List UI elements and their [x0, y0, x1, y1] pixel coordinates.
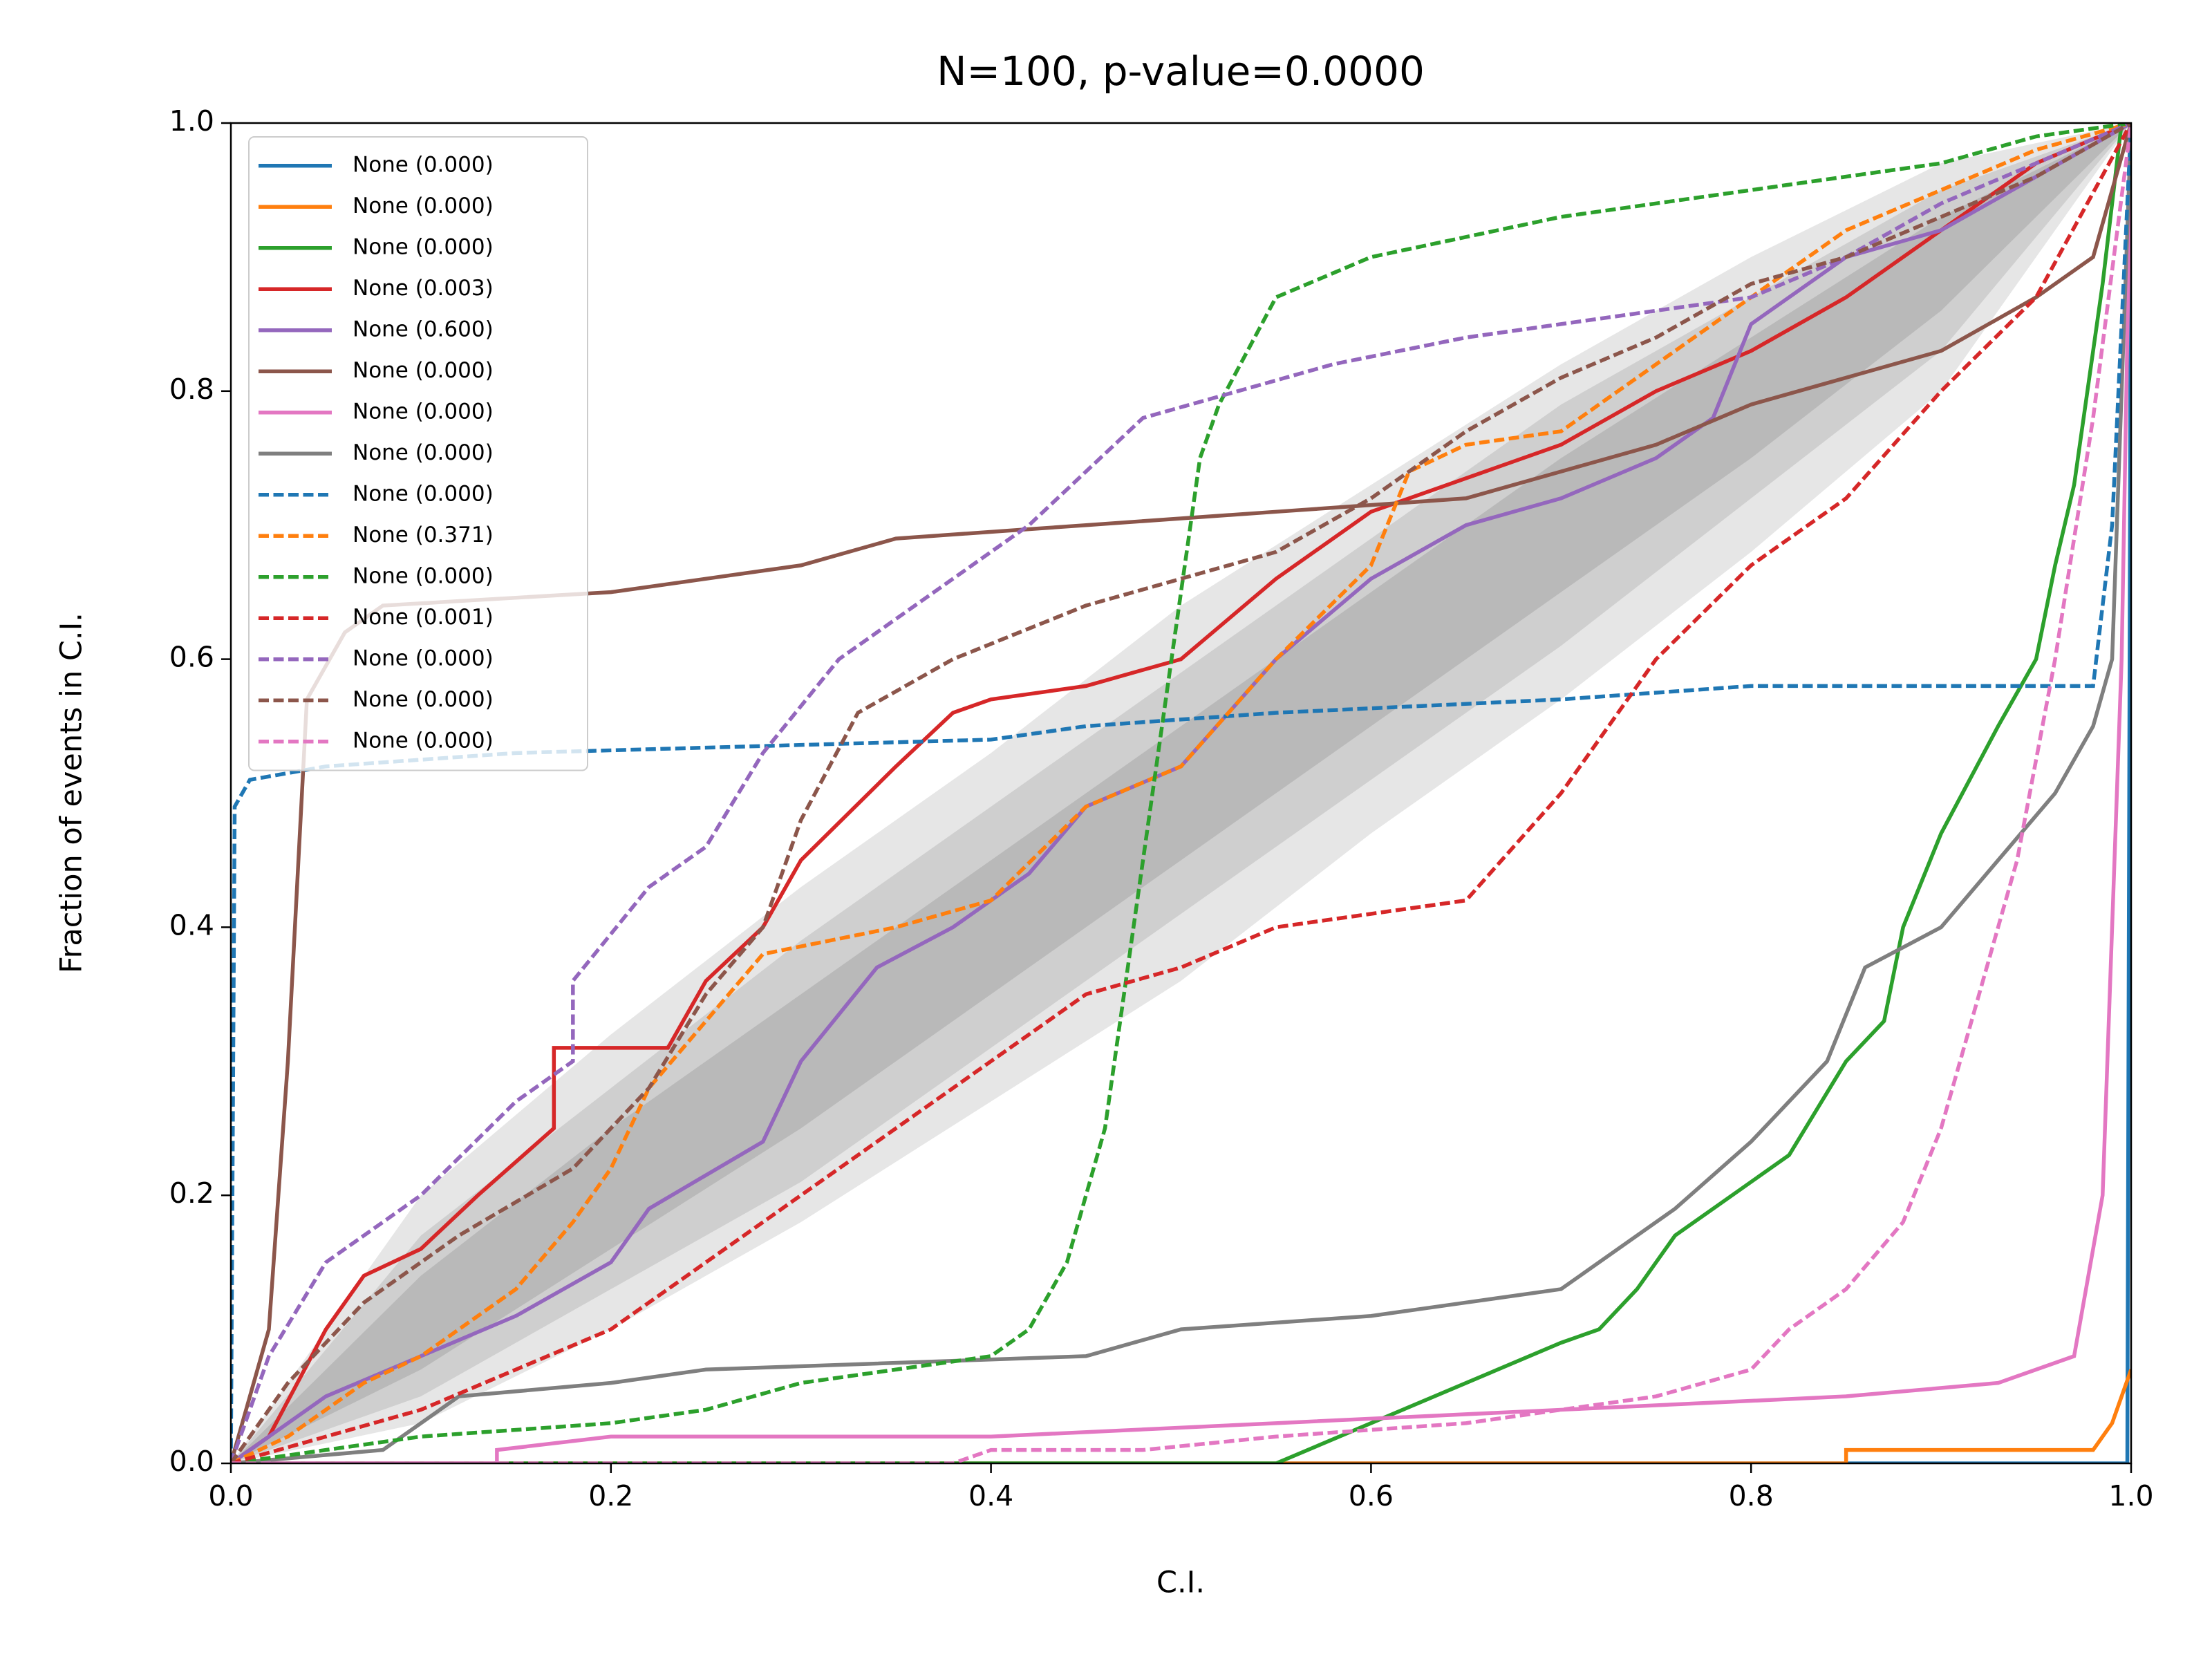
series-line — [231, 123, 2124, 1463]
legend-label: None (0.001) — [353, 605, 494, 630]
legend-label: None (0.000) — [353, 152, 494, 177]
x-tick-label: 0.2 — [588, 1479, 633, 1512]
legend-label: None (0.000) — [353, 728, 494, 753]
series-line — [231, 123, 2131, 1463]
y-axis-label: Fraction of events in C.I. — [55, 612, 89, 973]
y-tick-label: 0.2 — [169, 1177, 214, 1210]
x-tick-label: 0.6 — [1349, 1479, 1394, 1512]
series-line — [231, 123, 2131, 1463]
y-tick-label: 0.6 — [169, 641, 214, 674]
legend-label: None (0.000) — [353, 194, 494, 218]
y-tick-label: 0.0 — [169, 1445, 214, 1478]
legend-label: None (0.000) — [353, 440, 494, 465]
y-tick-label: 0.8 — [169, 373, 214, 406]
series-line — [231, 123, 2131, 1463]
chart-title: N=100, p-value=0.0000 — [937, 48, 1425, 95]
y-tick-label: 1.0 — [169, 104, 214, 138]
legend-box — [248, 136, 588, 771]
legend-label: None (0.003) — [353, 276, 494, 301]
legend-label: None (0.371) — [353, 523, 494, 547]
x-tick-label: 1.0 — [2108, 1479, 2153, 1512]
series-line — [231, 123, 2131, 1463]
legend: None (0.000) None (0.000) None (0.000) None… — [248, 136, 588, 771]
plot-area — [231, 123, 2131, 1463]
series-line — [231, 123, 2131, 1463]
legend-label: None (0.000) — [353, 646, 494, 671]
series-line — [231, 123, 2131, 1463]
series-line — [231, 123, 2131, 1463]
legend-label: None (0.000) — [353, 234, 494, 259]
axes-frame — [229, 122, 2133, 1465]
x-axis-label: C.I. — [1156, 1566, 1205, 1600]
series-line — [231, 123, 2131, 1463]
y-tick-label: 0.4 — [169, 908, 214, 941]
x-tick-label: 0.8 — [1729, 1479, 1774, 1512]
legend-label: None (0.000) — [353, 481, 494, 506]
series-line — [231, 123, 2131, 1463]
legend-label: None (0.000) — [353, 358, 494, 383]
x-tick-label: 0.0 — [208, 1479, 253, 1512]
legend-label: None (0.000) — [353, 399, 494, 424]
legend-label: None (0.600) — [353, 317, 494, 341]
legend-label: None (0.000) — [353, 687, 494, 712]
series-line — [231, 1369, 2131, 1463]
series-line — [231, 123, 2131, 1463]
legend-label: None (0.000) — [353, 563, 494, 588]
series-line — [231, 123, 2131, 1463]
x-tick-label: 0.4 — [968, 1479, 1013, 1512]
